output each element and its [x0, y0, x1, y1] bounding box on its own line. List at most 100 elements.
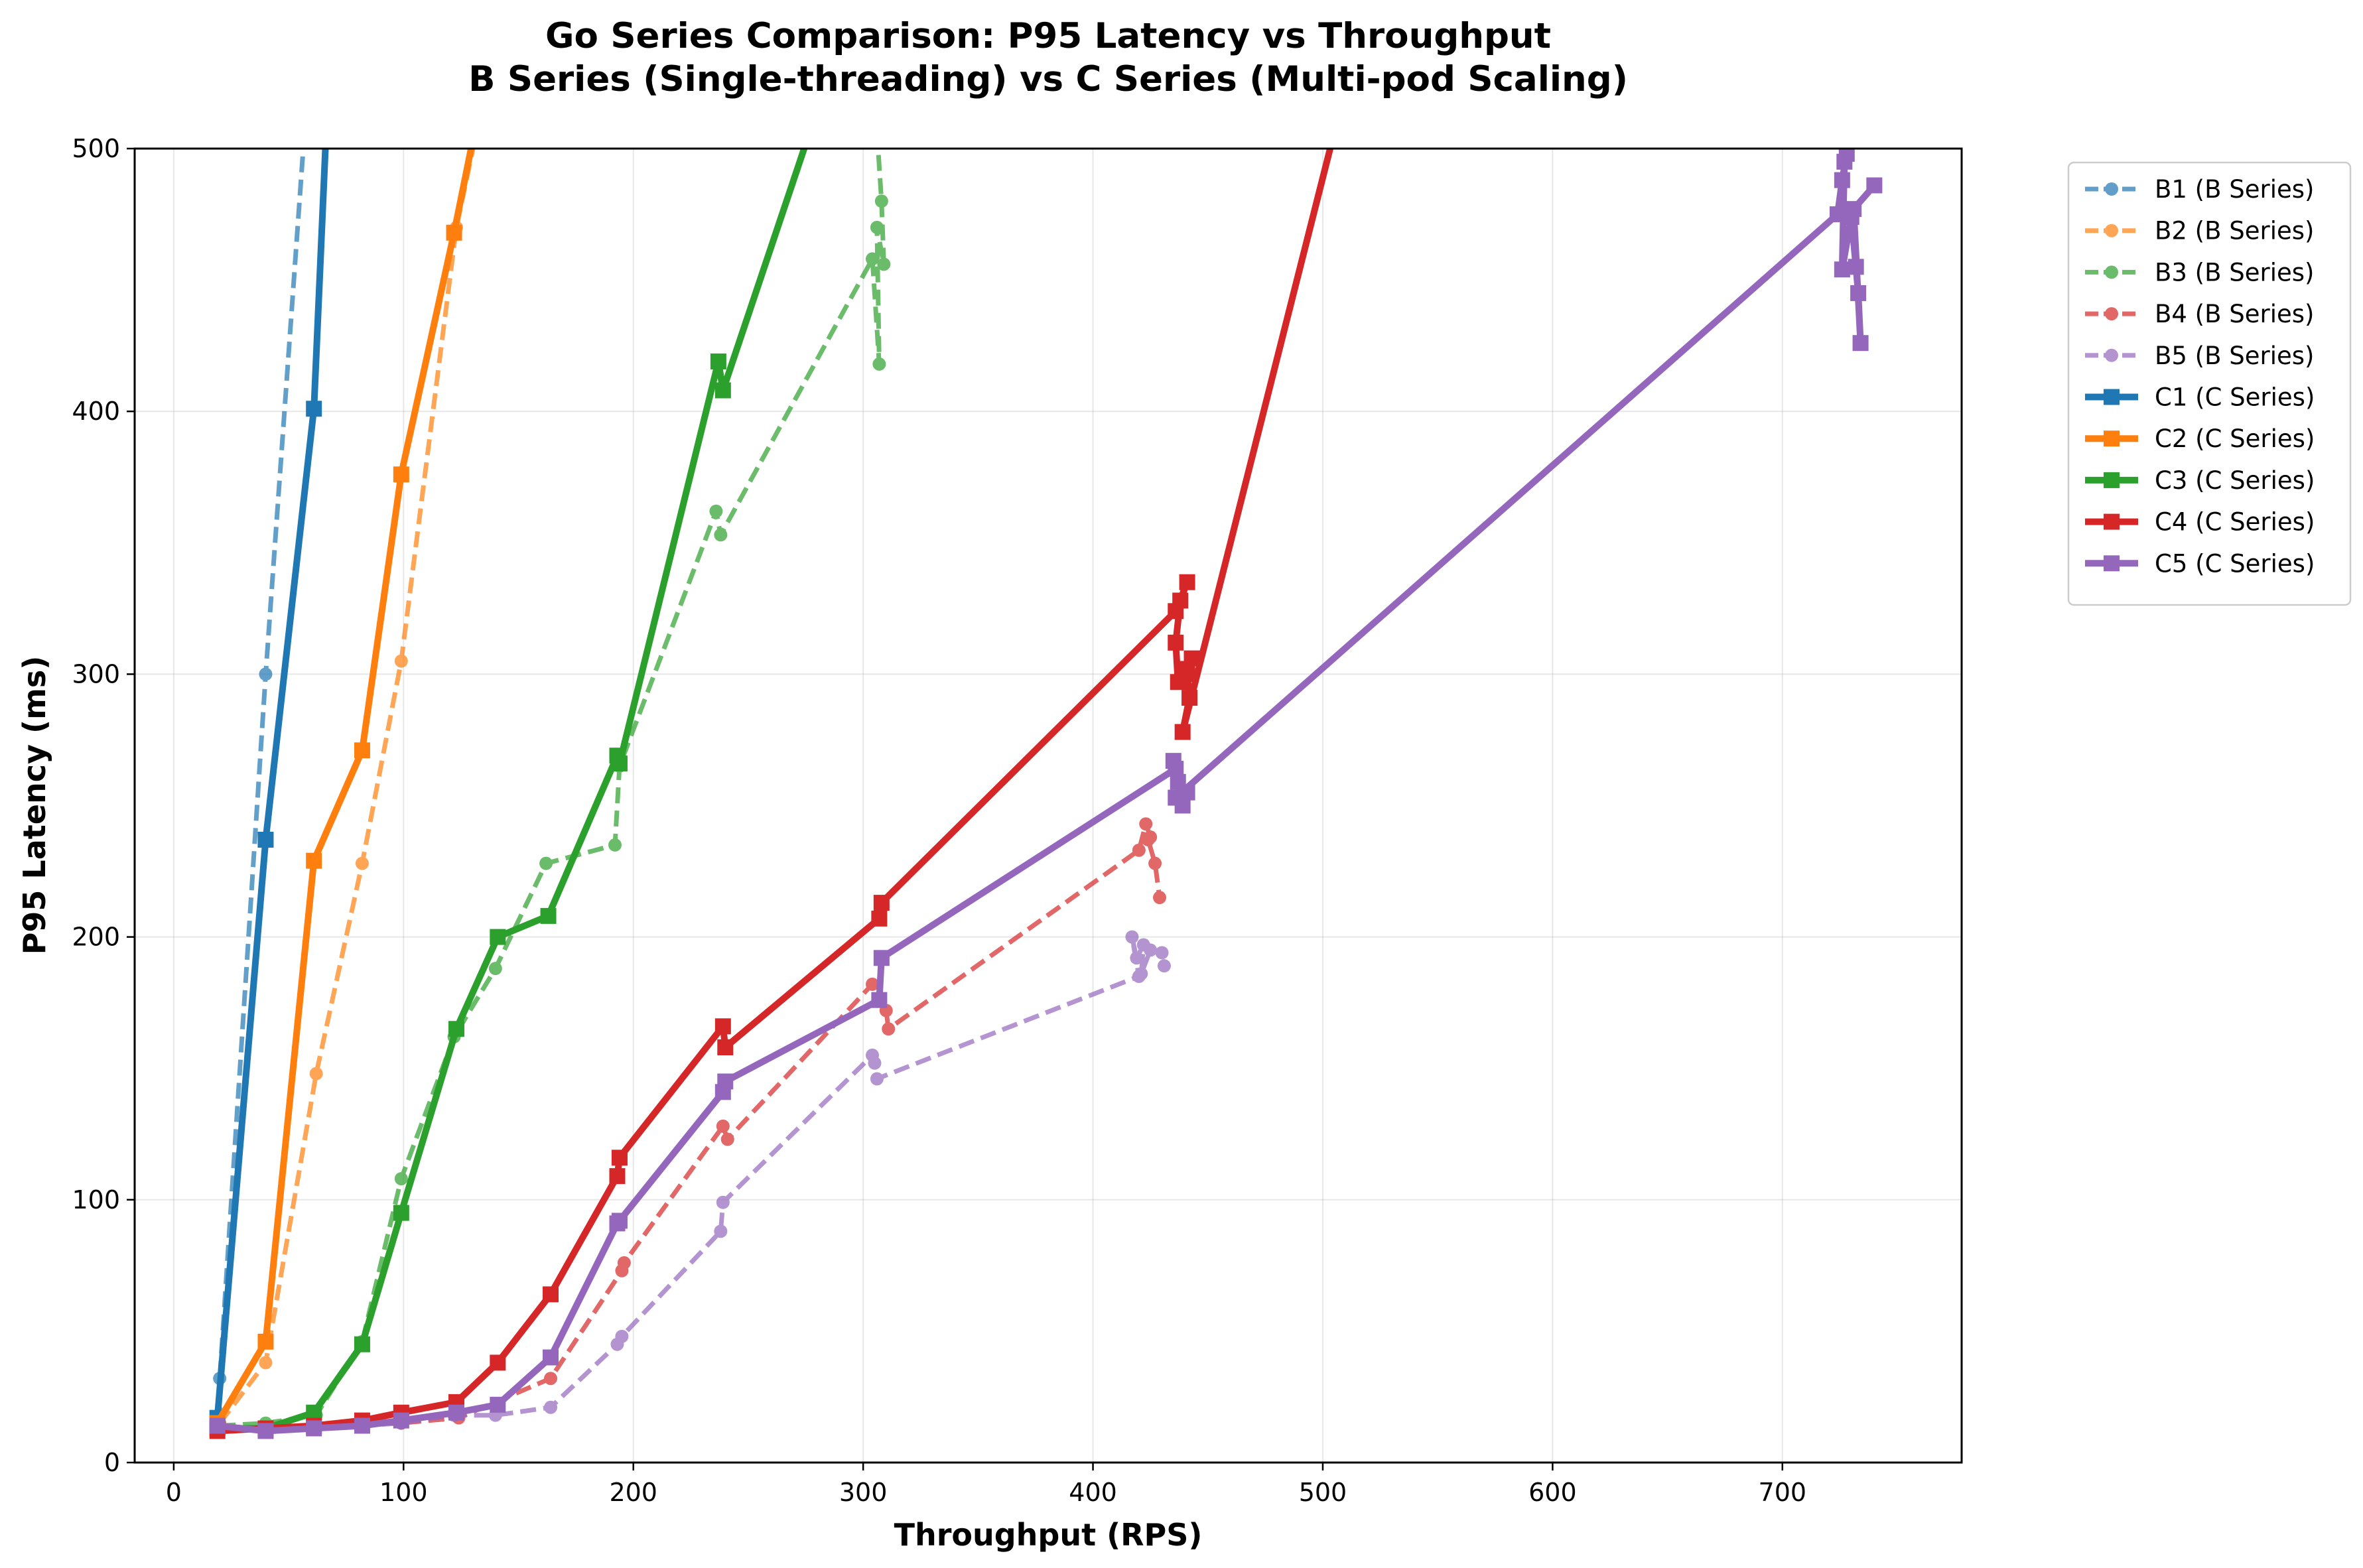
data-point-b4: [882, 1022, 896, 1036]
data-point-c5: [1168, 789, 1184, 806]
x-tick-label: 500: [1299, 1478, 1347, 1507]
data-point-c4: [1179, 666, 1195, 683]
data-point-c3: [354, 1336, 370, 1352]
data-point-c5: [871, 992, 888, 1008]
data-point-b5: [1157, 959, 1171, 973]
data-point-b4: [865, 977, 879, 991]
data-point-b4: [617, 1256, 631, 1270]
data-point-b5: [544, 1400, 558, 1414]
x-tick-label: 200: [609, 1478, 657, 1507]
legend-swatch-marker: [2105, 182, 2118, 196]
data-point-c2: [354, 742, 370, 759]
legend-label: C1 (C Series): [2155, 383, 2315, 412]
data-point-b2: [394, 654, 408, 668]
chart-subtitle: B Series (Single-threading) vs C Series …: [468, 59, 1628, 99]
y-tick-label: 200: [72, 923, 120, 952]
data-point-b3: [488, 962, 502, 976]
data-point-c3: [448, 1021, 464, 1037]
data-point-b5: [868, 1056, 882, 1070]
data-point-b3: [877, 257, 891, 271]
data-point-c5: [393, 1412, 409, 1429]
legend-swatch-marker: [2105, 348, 2118, 362]
data-point-c4: [490, 1354, 506, 1371]
data-point-c5: [1852, 335, 1869, 352]
data-point-c4: [1182, 690, 1198, 706]
data-point-c2: [446, 224, 462, 241]
data-point-c1: [257, 832, 274, 848]
data-point-b5: [1155, 946, 1169, 960]
y-axis-label: P95 Latency (ms): [17, 656, 52, 955]
series-line-b1: [217, 149, 306, 1423]
data-point-b4: [1153, 891, 1167, 905]
data-point-b4: [1148, 856, 1162, 870]
y-tick-label: 100: [72, 1185, 120, 1214]
data-point-b3: [870, 220, 884, 234]
data-point-c5: [1866, 177, 1883, 194]
data-point-c4: [1179, 574, 1195, 590]
y-tick-label: 400: [72, 397, 120, 426]
data-point-c5: [1834, 172, 1850, 188]
data-point-c2: [306, 852, 322, 869]
data-point-c4: [1172, 592, 1189, 609]
x-axis-label: Throughput (RPS): [894, 1517, 1203, 1553]
legend-item-c3: [2085, 472, 2138, 488]
data-point-b2: [259, 1356, 273, 1370]
x-tick-label: 300: [839, 1478, 888, 1507]
data-point-b4: [720, 1132, 734, 1146]
data-point-c5: [257, 1423, 274, 1439]
data-point-c5: [543, 1349, 559, 1366]
data-point-c2: [257, 1333, 274, 1350]
data-point-c4: [1183, 650, 1200, 667]
data-point-c5: [717, 1073, 734, 1090]
data-point-c4: [1168, 634, 1184, 651]
legend-item-b4: [2085, 307, 2138, 321]
data-point-c5: [1834, 261, 1850, 278]
legend-label: B2 (B Series): [2155, 217, 2314, 245]
data-point-c5: [1850, 285, 1867, 301]
data-point-b5: [714, 1224, 728, 1238]
x-tick-label: 0: [166, 1478, 182, 1507]
legend-label: C2 (C Series): [2155, 425, 2315, 453]
legend-swatch-marker: [2104, 472, 2120, 488]
data-point-c4: [1174, 724, 1191, 740]
data-point-c3: [490, 929, 506, 945]
data-point-c1: [306, 401, 322, 417]
legend-item-c2: [2085, 430, 2138, 447]
legend-item-b5: [2085, 348, 2138, 362]
data-point-b4: [1141, 833, 1155, 847]
data-point-c5: [1829, 206, 1846, 223]
y-tick-label: 300: [72, 659, 120, 688]
legend-item-c4: [2085, 513, 2138, 530]
data-point-c4: [871, 910, 888, 927]
legend-label: C3 (C Series): [2155, 466, 2315, 495]
data-point-b4: [1139, 817, 1153, 831]
y-tick-label: 0: [104, 1448, 120, 1477]
data-point-c4: [609, 1168, 626, 1185]
plot-frame: [133, 147, 1963, 1464]
x-tick-label: 400: [1069, 1478, 1117, 1507]
x-tick-label: 700: [1759, 1478, 1807, 1507]
series-group: [209, 149, 1883, 1439]
legend-swatch-marker: [2104, 555, 2120, 572]
data-point-c5: [448, 1404, 464, 1421]
data-point-c4: [873, 895, 890, 911]
legend-item-b3: [2085, 265, 2138, 279]
data-point-c5: [1846, 201, 1862, 218]
data-point-b5: [1144, 943, 1158, 957]
x-tick-label: 600: [1528, 1478, 1577, 1507]
data-point-b2: [309, 1067, 323, 1080]
data-point-c4: [611, 1149, 628, 1166]
data-point-c3: [710, 353, 726, 369]
series-line-c1: [214, 149, 329, 1419]
data-point-c5: [1848, 259, 1864, 275]
legend-item-c5: [2085, 555, 2138, 572]
legend-swatch-marker: [2105, 265, 2118, 279]
data-point-c4: [543, 1286, 559, 1303]
data-point-b3: [394, 1172, 408, 1186]
legend-label: B5 (B Series): [2155, 342, 2314, 370]
data-point-c4: [714, 1018, 731, 1035]
data-point-c5: [1165, 753, 1182, 769]
data-point-b5: [1134, 967, 1148, 981]
